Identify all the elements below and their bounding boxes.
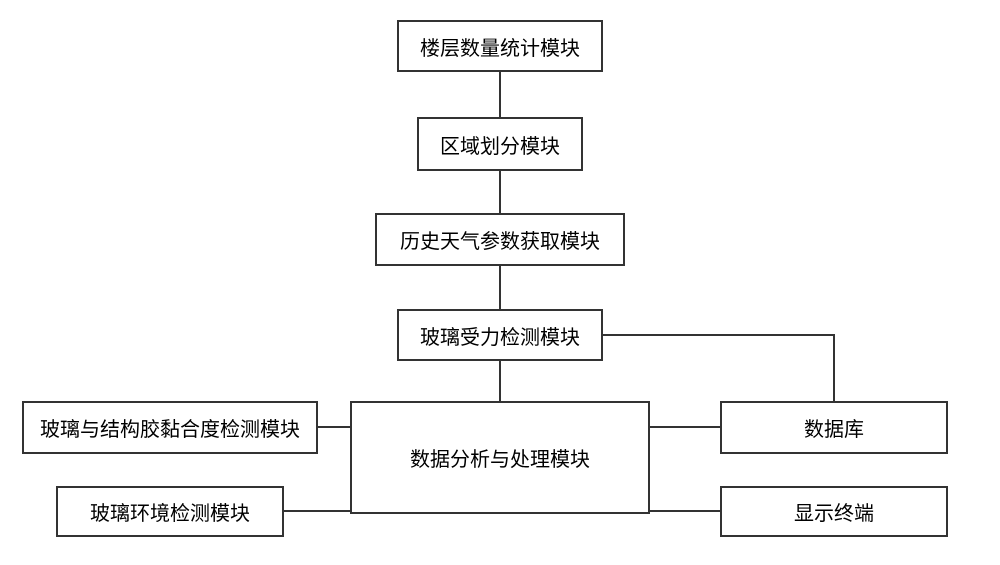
node-glass-force-detection-module: 玻璃受力检测模块 [397,309,603,361]
node-historical-weather-module: 历史天气参数获取模块 [375,213,625,266]
node-label: 数据库 [804,413,864,442]
node-label: 玻璃受力检测模块 [420,321,580,350]
node-label: 玻璃环境检测模块 [90,497,250,526]
node-label: 楼层数量统计模块 [420,32,580,61]
node-area-division-module: 区域划分模块 [417,117,583,171]
node-label: 区域划分模块 [440,130,560,159]
node-glass-structural-adhesion-module: 玻璃与结构胶黏合度检测模块 [22,401,318,454]
flowchart-canvas: 楼层数量统计模块 区域划分模块 历史天气参数获取模块 玻璃受力检测模块 数据分析… [0,0,1000,565]
node-database: 数据库 [720,401,948,454]
node-label: 历史天气参数获取模块 [400,225,600,254]
node-display-terminal: 显示终端 [720,486,948,537]
node-label: 玻璃与结构胶黏合度检测模块 [40,413,300,442]
node-floor-count-module: 楼层数量统计模块 [397,20,603,72]
node-data-analysis-processing-module: 数据分析与处理模块 [350,401,650,514]
node-label: 数据分析与处理模块 [410,443,590,472]
node-glass-environment-detection-module: 玻璃环境检测模块 [56,486,284,537]
node-label: 显示终端 [794,497,874,526]
